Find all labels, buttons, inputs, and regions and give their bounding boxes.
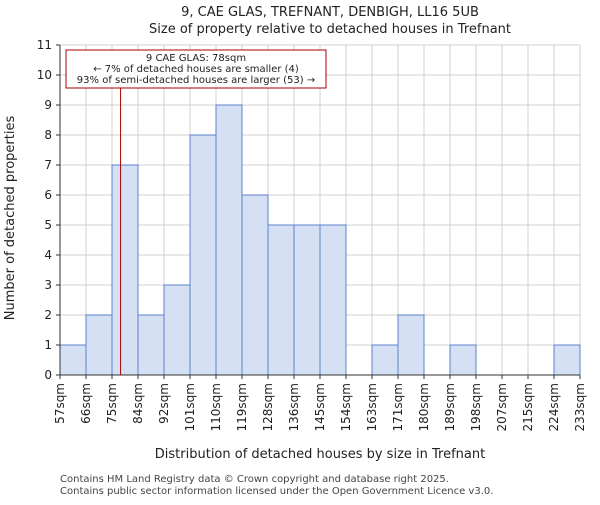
y-tick-label: 10 — [37, 68, 52, 82]
bar — [189, 134, 217, 376]
y-tick-label: 11 — [37, 38, 52, 52]
y-tick-labels: 0 1 2 3 4 5 6 7 8 9 10 11 — [37, 38, 52, 382]
x-tick-label: 57sqm — [53, 383, 67, 424]
bar — [215, 104, 243, 376]
footer-line-2: Contains public sector information licen… — [60, 486, 493, 497]
annotation-line: 9 CAE GLAS: 78sqm — [146, 53, 246, 64]
marker-annotation: 9 CAE GLAS: 78sqm← 7% of detached houses… — [65, 49, 327, 375]
chart-title: 9, CAE GLAS, TREFNANT, DENBIGH, LL16 5UB — [181, 5, 479, 20]
bar — [293, 224, 321, 376]
x-tick-label: 136sqm — [287, 383, 301, 431]
bar — [85, 314, 113, 376]
y-tick-label: 0 — [44, 368, 52, 382]
x-tick-labels: 57sqm 66sqm 75sqm 84sqm 92sqm 101sqm 110sqm 119… — [53, 383, 587, 431]
x-tick-label: 180sqm — [417, 383, 431, 431]
x-tick-label: 92sqm — [157, 383, 171, 424]
chart-subtitle: Size of property relative to detached ho… — [149, 22, 511, 37]
x-tick-label: 154sqm — [339, 383, 353, 431]
bar — [397, 314, 425, 376]
annotation-box — [65, 49, 327, 89]
x-tick-label: 128sqm — [261, 383, 275, 431]
x-tick-label: 233sqm — [573, 383, 587, 431]
footer-line-1: Contains HM Land Registry data © Crown c… — [60, 474, 449, 485]
bar — [137, 314, 165, 376]
x-tick-label: 101sqm — [183, 383, 197, 431]
x-tick-label: 224sqm — [547, 383, 561, 431]
bar — [553, 344, 581, 376]
annotation-line: 93% of semi-detached houses are larger (… — [77, 75, 315, 86]
bar — [59, 344, 87, 376]
y-tick-label: 5 — [44, 218, 52, 232]
x-tick-label: 66sqm — [79, 383, 93, 424]
y-tick-label: 4 — [44, 248, 52, 262]
x-tick-label: 171sqm — [391, 383, 405, 431]
x-tick-label: 215sqm — [521, 383, 535, 431]
y-tick-label: 2 — [44, 308, 52, 322]
x-tick-label: 110sqm — [209, 383, 223, 431]
bar — [241, 194, 269, 376]
x-tick-label: 75sqm — [105, 383, 119, 424]
y-axis-label: Number of detached properties — [3, 116, 18, 321]
x-tick-label: 119sqm — [235, 383, 249, 431]
y-tick-label: 1 — [44, 338, 52, 352]
y-tick-label: 6 — [44, 188, 52, 202]
y-tick-label: 9 — [44, 98, 52, 112]
bar — [111, 164, 139, 376]
bar — [267, 224, 295, 376]
y-tick-label: 7 — [44, 158, 52, 172]
x-tick-label: 84sqm — [131, 383, 145, 424]
bar — [319, 224, 347, 376]
x-tick-label: 207sqm — [495, 383, 509, 431]
y-tick-label: 8 — [44, 128, 52, 142]
bar — [449, 344, 477, 376]
y-tick-label: 3 — [44, 278, 52, 292]
x-tick-label: 198sqm — [469, 383, 483, 431]
x-tick-label: 145sqm — [313, 383, 327, 431]
x-tick-label: 163sqm — [365, 383, 379, 431]
x-tick-label: 189sqm — [443, 383, 457, 431]
bars — [59, 104, 581, 376]
bar — [371, 344, 399, 376]
bar — [163, 284, 191, 376]
x-axis-label: Distribution of detached houses by size … — [155, 447, 485, 462]
annotation-line: ← 7% of detached houses are smaller (4) — [93, 64, 299, 75]
axes — [56, 44, 581, 379]
